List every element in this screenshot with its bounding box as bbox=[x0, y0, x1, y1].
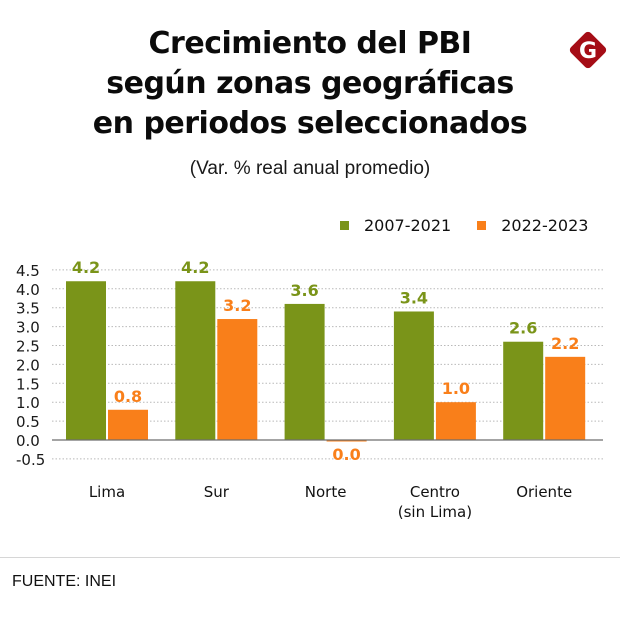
legend-label-series-1: 2007-2021 bbox=[364, 216, 452, 235]
data-label: 4.2 bbox=[181, 258, 209, 277]
chart-title-line-2: según zonas geográficas bbox=[106, 66, 514, 101]
y-tick-label: 1.0 bbox=[16, 394, 40, 412]
y-tick-label: 0.5 bbox=[16, 413, 40, 431]
chart-legend: 2007-2021 2022-2023 bbox=[340, 216, 614, 235]
y-tick-label: 4.5 bbox=[16, 262, 40, 280]
data-label: 3.2 bbox=[223, 296, 251, 315]
data-label: 2.6 bbox=[509, 319, 537, 338]
logo-letter: G bbox=[579, 39, 597, 64]
bar bbox=[108, 409, 148, 440]
y-tick-label: -0.5 bbox=[16, 451, 45, 469]
x-category-label: (sin Lima) bbox=[398, 503, 472, 521]
x-category-label: Lima bbox=[89, 483, 125, 501]
data-label: 3.6 bbox=[290, 281, 318, 300]
x-category-label: Norte bbox=[305, 483, 347, 501]
x-category-label: Centro bbox=[410, 483, 460, 501]
y-tick-label: 3.5 bbox=[16, 300, 40, 318]
bar bbox=[435, 402, 476, 440]
legend-item-series-2: 2022-2023 bbox=[477, 216, 588, 235]
y-tick-label: 0.0 bbox=[16, 432, 40, 450]
chart-subtitle: (Var. % real anual promedio) bbox=[189, 158, 431, 179]
bar bbox=[503, 341, 544, 440]
bar bbox=[217, 319, 258, 440]
footer-divider bbox=[0, 557, 620, 558]
bar bbox=[545, 356, 586, 440]
legend-swatch-series-2 bbox=[477, 221, 487, 230]
chart-title: Crecimiento del PBI según zonas geográfi… bbox=[0, 24, 620, 144]
bar bbox=[175, 281, 216, 440]
x-category-label: Sur bbox=[204, 483, 230, 501]
chart-title-line-1: Crecimiento del PBI bbox=[148, 26, 472, 61]
y-tick-label: 1.5 bbox=[16, 375, 40, 393]
bar-chart: 4.54.03.53.02.52.01.51.00.50.0-0.5 4.2 4.… bbox=[16, 258, 603, 521]
gestion-logo-icon: G bbox=[569, 31, 607, 69]
bars bbox=[66, 281, 586, 442]
x-axis-categories: Lima Sur Norte Centro (sin Lima) Oriente bbox=[89, 483, 572, 521]
legend-label-series-2: 2022-2023 bbox=[501, 216, 589, 235]
source-note: FUENTE: INEI bbox=[12, 573, 117, 590]
y-tick-label: 2.0 bbox=[16, 356, 40, 374]
y-tick-label: 3.0 bbox=[16, 319, 40, 337]
data-label: 0.8 bbox=[114, 387, 142, 406]
data-label: 0.0 bbox=[332, 445, 360, 464]
bar bbox=[284, 303, 325, 440]
legend-swatch-series-1 bbox=[340, 221, 349, 230]
legend-item-series-1: 2007-2021 bbox=[340, 216, 451, 235]
bar bbox=[393, 311, 434, 440]
data-label: 4.2 bbox=[72, 258, 100, 277]
data-label: 2.2 bbox=[551, 334, 579, 353]
y-axis-ticks: 4.54.03.53.02.52.01.51.00.50.0-0.5 bbox=[16, 262, 45, 469]
data-labels: 4.2 4.2 3.6 3.4 2.6 0.8 3.2 0.0 1.0 2.2 bbox=[72, 258, 580, 464]
y-tick-label: 2.5 bbox=[16, 338, 40, 356]
chart-title-line-3: en periodos seleccionados bbox=[92, 106, 528, 141]
data-label: 1.0 bbox=[442, 379, 470, 398]
data-label: 3.4 bbox=[400, 288, 428, 307]
x-category-label: Oriente bbox=[516, 483, 572, 501]
logo-diamond bbox=[569, 31, 607, 69]
bar bbox=[66, 281, 106, 440]
y-tick-label: 4.0 bbox=[16, 281, 40, 299]
